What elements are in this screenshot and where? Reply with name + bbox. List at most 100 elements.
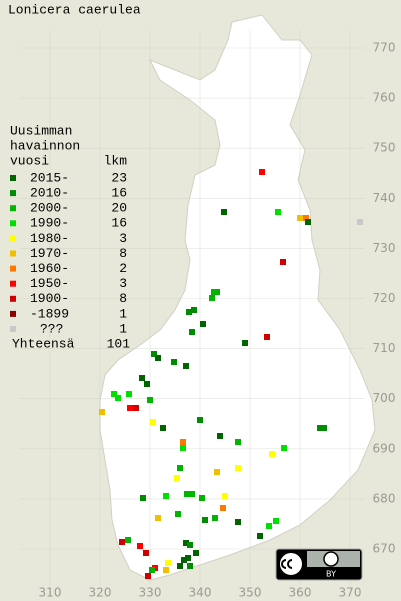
observation: [273, 518, 279, 524]
legend-title: Uusimman: [10, 123, 72, 138]
legend-label: 1970-: [30, 246, 69, 261]
observation: [115, 395, 121, 401]
total-label: Yhteensä: [12, 337, 75, 352]
legend-count: 16: [111, 216, 127, 231]
legend-count: 3: [119, 231, 127, 246]
observation: [266, 523, 272, 529]
y-tick-label: 720: [373, 291, 396, 305]
observation: [189, 491, 195, 497]
observation: [357, 219, 363, 225]
observation: [155, 355, 161, 361]
x-tick-label: 370: [339, 586, 362, 600]
observation: [202, 517, 208, 523]
x-tick-label: 320: [89, 586, 112, 600]
observation: [264, 334, 270, 340]
observation: [281, 445, 287, 451]
legend-count: 8: [119, 291, 127, 306]
legend-count: 2: [119, 261, 127, 276]
legend-count: 1: [119, 306, 127, 321]
legend-swatch: [10, 175, 16, 181]
y-tick-label: 670: [373, 542, 396, 556]
observation: [217, 433, 223, 439]
observation: [165, 560, 171, 566]
observation: [197, 417, 203, 423]
observation: [280, 259, 286, 265]
observation: [145, 573, 151, 579]
legend-label: 2010-: [30, 186, 69, 201]
observation: [305, 219, 311, 225]
x-tick-label: 340: [189, 586, 212, 600]
observation: [181, 557, 187, 563]
x-tick-label: 330: [139, 586, 162, 600]
observation: [186, 309, 192, 315]
title: Lonicera caerulea: [8, 2, 141, 17]
observation: [160, 425, 166, 431]
legend-swatch: [10, 280, 16, 287]
y-tick-label: 740: [373, 191, 396, 205]
y-tick-label: 690: [373, 441, 396, 455]
y-tick-label: 710: [373, 341, 396, 355]
legend-swatch: [10, 190, 16, 197]
legend-label: 1990-: [30, 216, 69, 231]
y-tick-label: 750: [373, 141, 396, 155]
license-badge: BY: [275, 548, 363, 581]
observation: [171, 359, 177, 365]
observation: [235, 465, 241, 471]
observation: [149, 567, 155, 573]
legend: Uusimman havainnon vuosi lkm 2015- 232010…: [10, 123, 131, 352]
y-tick-label: 730: [373, 241, 396, 255]
observation: [297, 215, 303, 221]
legend-label: 1950-: [30, 276, 69, 291]
observation: [257, 533, 263, 539]
legend-count: 3: [119, 276, 127, 291]
observation: [177, 563, 183, 569]
observation: [137, 543, 143, 549]
observation: [126, 391, 132, 397]
cc-glyph: [281, 559, 293, 569]
x-tick-label: 310: [39, 586, 62, 600]
y-tick-label: 760: [373, 91, 396, 105]
observation: [303, 215, 309, 221]
observation: [187, 542, 193, 548]
observation: [214, 469, 220, 475]
observation: [133, 405, 139, 411]
legend-count: 23: [111, 170, 127, 185]
legend-swatch: [10, 295, 16, 302]
observation: [177, 465, 183, 471]
finland-land: [99, 14, 376, 581]
observation: [155, 515, 161, 521]
observation: [242, 340, 248, 346]
observation: [214, 289, 220, 295]
observation: [222, 493, 228, 499]
observation: [275, 209, 281, 215]
observation: [151, 351, 157, 357]
observation: [199, 495, 205, 501]
observation: [321, 425, 327, 431]
observation: [259, 169, 265, 175]
observation: [184, 491, 190, 497]
observation: [185, 555, 191, 561]
legend-title: havainnon: [10, 138, 80, 153]
observation: [111, 391, 117, 397]
observation: [119, 539, 125, 545]
x-tick-label: 360: [289, 586, 312, 600]
observation: [212, 515, 218, 521]
observation: [193, 550, 199, 556]
observation: [220, 505, 226, 511]
x-tick-label: 350: [239, 586, 262, 600]
legend-count: 20: [111, 201, 127, 216]
observation: [191, 307, 197, 313]
observation: [139, 375, 145, 381]
observation: [183, 540, 189, 546]
observation: [189, 329, 195, 335]
observation: [140, 495, 146, 501]
observation: [150, 419, 156, 425]
total-count: 101: [107, 337, 131, 352]
legend-label: 1900-: [30, 291, 69, 306]
legend-label: 2000-: [30, 201, 69, 216]
observation: [180, 439, 186, 445]
legend-swatch: [10, 235, 16, 242]
cc-icon: [278, 551, 304, 577]
legend-label: 1960-: [30, 261, 69, 276]
